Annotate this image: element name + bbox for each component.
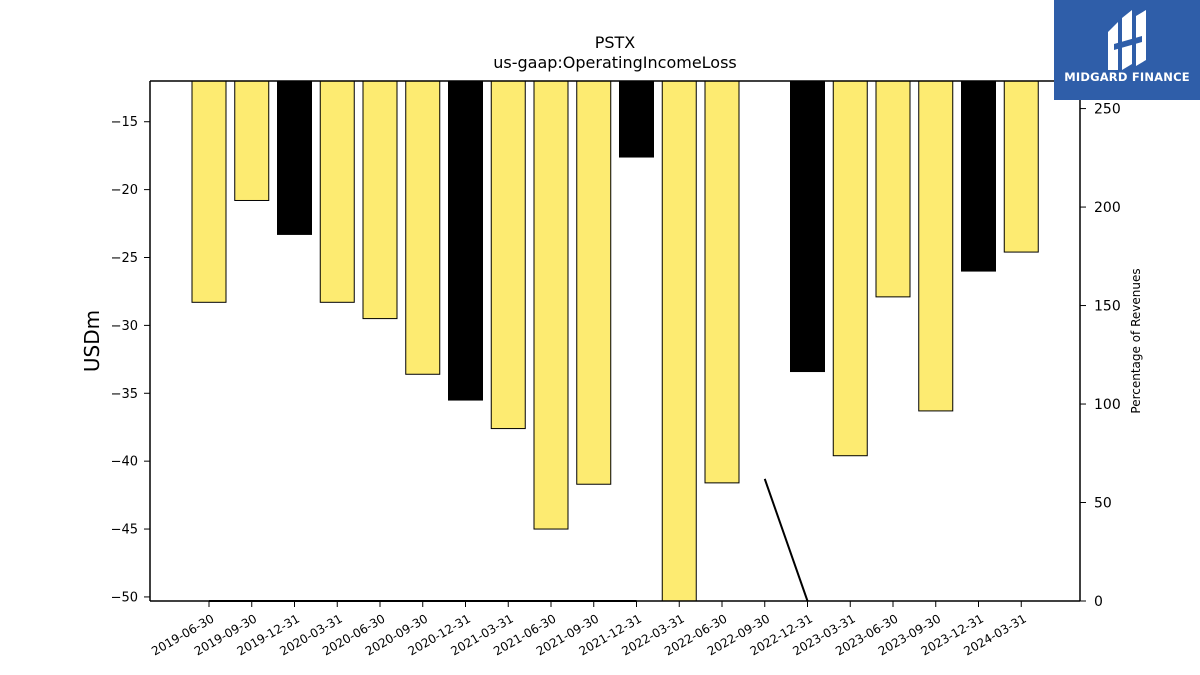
bar-2020-09-30 xyxy=(405,80,441,375)
bar-2020-03-31 xyxy=(319,80,355,303)
y2-tick-label: 150 xyxy=(1094,299,1121,315)
y2-tick-label: 50 xyxy=(1094,496,1112,512)
bar-2022-03-31 xyxy=(661,80,697,602)
y-tick-label: −20 xyxy=(111,183,138,198)
logo-mark-icon xyxy=(1108,10,1146,70)
bar-2021-09-30 xyxy=(576,80,612,485)
pct-line-segment xyxy=(763,478,809,602)
y-tick-label: −40 xyxy=(111,455,138,470)
chart-title: PSTX xyxy=(595,33,636,52)
y-tick-label: −50 xyxy=(111,590,138,605)
brand-logo: MIDGARD FINANCE xyxy=(1054,0,1200,100)
y2-axis-label: Percentage of Revenues xyxy=(1129,268,1143,413)
bar-2023-09-30 xyxy=(918,80,954,412)
y-tick-label: −45 xyxy=(111,523,138,538)
bar-2021-03-31 xyxy=(490,80,526,430)
y2-tick-label: 100 xyxy=(1094,397,1121,413)
logo-text: MIDGARD FINANCE xyxy=(1064,70,1190,84)
bar-2023-03-31 xyxy=(832,80,868,457)
bar-2020-12-31 xyxy=(448,80,483,401)
bar-2022-12-31 xyxy=(790,80,825,373)
bar-2019-12-31 xyxy=(277,80,312,235)
bar-2021-06-30 xyxy=(533,80,569,530)
bar-2023-12-31 xyxy=(961,80,996,272)
bar-2021-12-31 xyxy=(619,80,654,158)
y-tick-label: −30 xyxy=(111,319,138,334)
y2-tick-label: 200 xyxy=(1094,200,1121,216)
bars-layer xyxy=(191,80,1039,602)
bar-2019-06-30 xyxy=(191,80,227,303)
chart-subtitle: us-gaap:OperatingIncomeLoss xyxy=(493,53,737,72)
y-tick-label: −25 xyxy=(111,251,138,266)
bar-2020-06-30 xyxy=(362,80,398,320)
bar-2019-09-30 xyxy=(234,80,270,201)
y2-tick-label: 0 xyxy=(1094,594,1103,610)
y-tick-label: −35 xyxy=(111,387,138,402)
pct-line-layer xyxy=(209,478,809,602)
y2-tick-label: 250 xyxy=(1094,102,1121,118)
bar-2023-06-30 xyxy=(875,80,911,298)
bar-2024-03-31 xyxy=(1003,80,1039,253)
bar-2022-06-30 xyxy=(704,80,740,484)
y-tick-label: −15 xyxy=(111,115,138,130)
y-axis-label: USDm xyxy=(80,310,104,372)
